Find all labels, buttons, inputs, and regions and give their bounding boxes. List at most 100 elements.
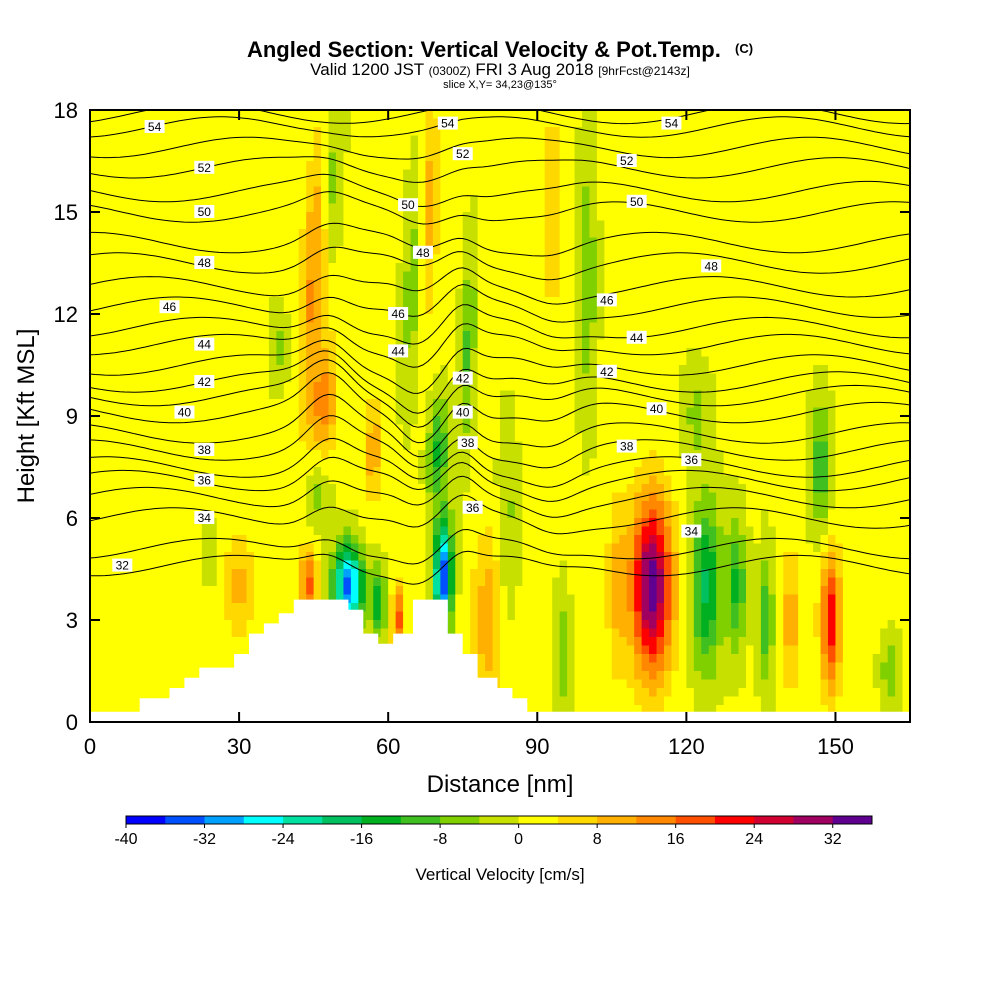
velocity-cell (746, 424, 755, 434)
velocity-cell (321, 152, 330, 162)
velocity-cell (291, 339, 300, 349)
velocity-cell (664, 314, 673, 324)
velocity-cell (298, 118, 307, 128)
velocity-cell (582, 373, 591, 383)
velocity-cell (828, 110, 837, 120)
velocity-cell (723, 152, 732, 162)
velocity-cell (112, 263, 121, 273)
velocity-cell (880, 288, 889, 298)
velocity-cell (857, 305, 866, 315)
velocity-cell (104, 433, 113, 443)
velocity-cell (686, 365, 695, 375)
velocity-cell (529, 288, 538, 298)
velocity-cell (298, 263, 307, 273)
velocity-cell (216, 203, 225, 213)
velocity-cell (90, 484, 99, 494)
velocity-cell (410, 229, 419, 239)
velocity-cell (291, 297, 300, 307)
velocity-cell (820, 297, 829, 307)
velocity-cell (306, 135, 315, 145)
velocity-cell (559, 441, 568, 451)
velocity-cell (507, 178, 516, 188)
velocity-cell (112, 433, 121, 443)
velocity-cell (567, 450, 576, 460)
velocity-cell (850, 161, 859, 171)
velocity-cell (522, 373, 531, 383)
velocity-cell (760, 263, 769, 273)
velocity-cell (790, 220, 799, 230)
velocity-cell (276, 271, 285, 281)
velocity-cell (186, 271, 195, 281)
velocity-cell (872, 271, 881, 281)
velocity-cell (179, 467, 188, 477)
velocity-cell (559, 203, 568, 213)
velocity-cell (589, 331, 598, 341)
velocity-cell (500, 305, 509, 315)
velocity-cell (865, 382, 874, 392)
velocity-cell (283, 339, 292, 349)
velocity-cell (514, 297, 523, 307)
velocity-cell (216, 450, 225, 460)
velocity-cell (902, 110, 910, 120)
velocity-cell (783, 467, 792, 477)
velocity-cell (857, 424, 866, 434)
velocity-cell (336, 339, 345, 349)
velocity-cell (142, 135, 151, 145)
velocity-cell (552, 373, 561, 383)
velocity-cell (738, 229, 747, 239)
velocity-cell (164, 195, 173, 205)
velocity-cell (835, 365, 844, 375)
velocity-cell (186, 399, 195, 409)
velocity-cell (358, 203, 367, 213)
velocity-cell (462, 110, 471, 120)
velocity-cell (186, 195, 195, 205)
velocity-cell (500, 220, 509, 230)
velocity-cell (596, 195, 605, 205)
velocity-cell (842, 144, 851, 154)
velocity-cell (231, 195, 240, 205)
velocity-cell (164, 254, 173, 264)
velocity-cell (104, 288, 113, 298)
velocity-cell (775, 161, 784, 171)
velocity-cell (514, 356, 523, 366)
velocity-cell (783, 407, 792, 417)
velocity-cell (231, 348, 240, 358)
velocity-cell (701, 195, 710, 205)
velocity-cell (97, 475, 106, 485)
velocity-cell (552, 407, 561, 417)
velocity-cell (626, 450, 635, 460)
velocity-cell (746, 356, 755, 366)
velocity-cell (544, 186, 553, 196)
velocity-cell (350, 424, 359, 434)
velocity-cell (604, 263, 613, 273)
velocity-cell (760, 288, 769, 298)
velocity-cell (842, 382, 851, 392)
velocity-cell (865, 450, 874, 460)
velocity-cell (186, 424, 195, 434)
velocity-cell (872, 254, 881, 264)
velocity-cell (343, 492, 352, 502)
velocity-cell (641, 212, 650, 222)
velocity-cell (887, 467, 896, 477)
velocity-cell (828, 416, 837, 426)
velocity-cell (790, 424, 799, 434)
velocity-cell (529, 144, 538, 154)
velocity-cell (231, 356, 240, 366)
velocity-cell (500, 356, 509, 366)
velocity-cell (775, 110, 784, 120)
velocity-cell (395, 110, 404, 120)
velocity-cell (224, 229, 233, 239)
velocity-cell (179, 450, 188, 460)
velocity-cell (201, 271, 210, 281)
velocity-cell (97, 237, 106, 247)
velocity-cell (90, 441, 99, 451)
velocity-cell (276, 195, 285, 205)
velocity-cell (224, 297, 233, 307)
velocity-cell (678, 348, 687, 358)
velocity-cell (604, 314, 613, 324)
velocity-cell (492, 484, 501, 494)
velocity-cell (365, 492, 374, 502)
velocity-cell (291, 424, 300, 434)
velocity-cell (604, 127, 613, 137)
velocity-cell (283, 390, 292, 400)
